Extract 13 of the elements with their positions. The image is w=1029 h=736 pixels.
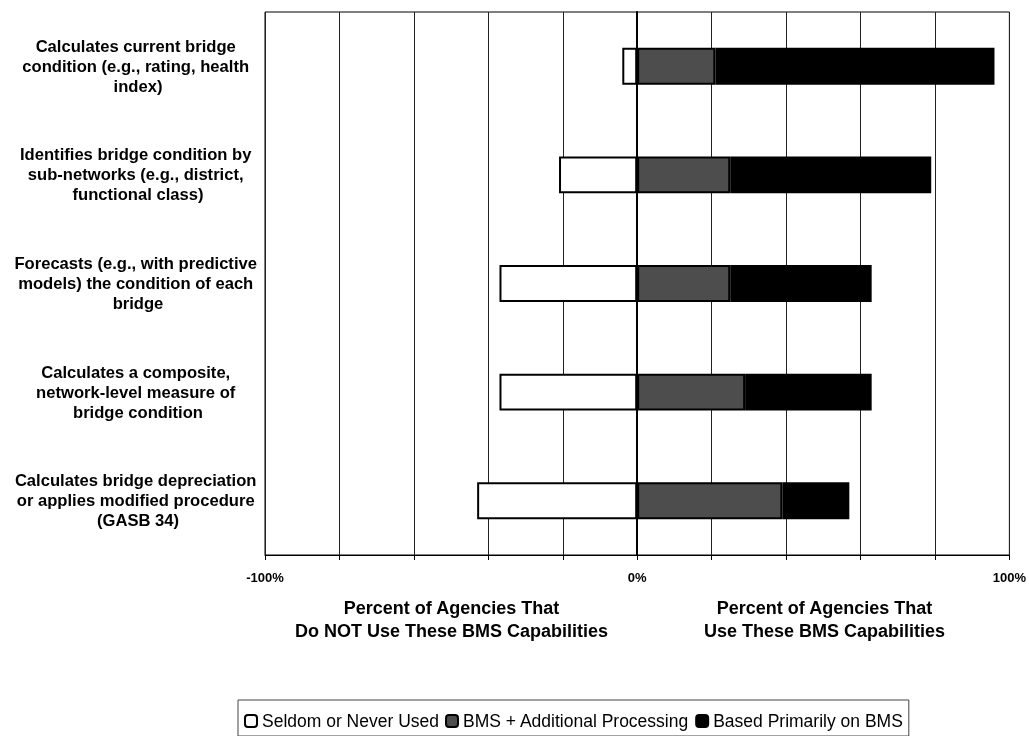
y-tick-label: Calculates current bridge condition (e.g., rating, health index) [22,36,254,96]
x-tick-label: 100% [992,570,1027,585]
x-tick-label: -100% [246,570,285,585]
legend-label: Based Primarily on BMS [713,711,903,731]
y-tick-label: Calculates a composite, network-level measure of bridge condition [36,362,240,422]
text: Percent of Agencies That Use These BMS Capabilities [703,597,946,641]
text: Percent of Agencies That Do NOT Use These BMS Capabilities [294,597,609,641]
x-tick-label: 0% [627,570,648,585]
y-tick-label: Forecasts (e.g., with predictive models) the condition of each bridge [14,254,262,313]
legend-label: BMS + Additional Processing [463,711,689,731]
legend-label: Seldom or Never Used [262,711,440,731]
y-tick-label: Identifies bridge condition by sub-networks (e.g., district, functional class) [19,145,257,205]
y-tick-label: Calculates bridge depreciation or applies modified procedure (GASB 34) [14,471,262,531]
